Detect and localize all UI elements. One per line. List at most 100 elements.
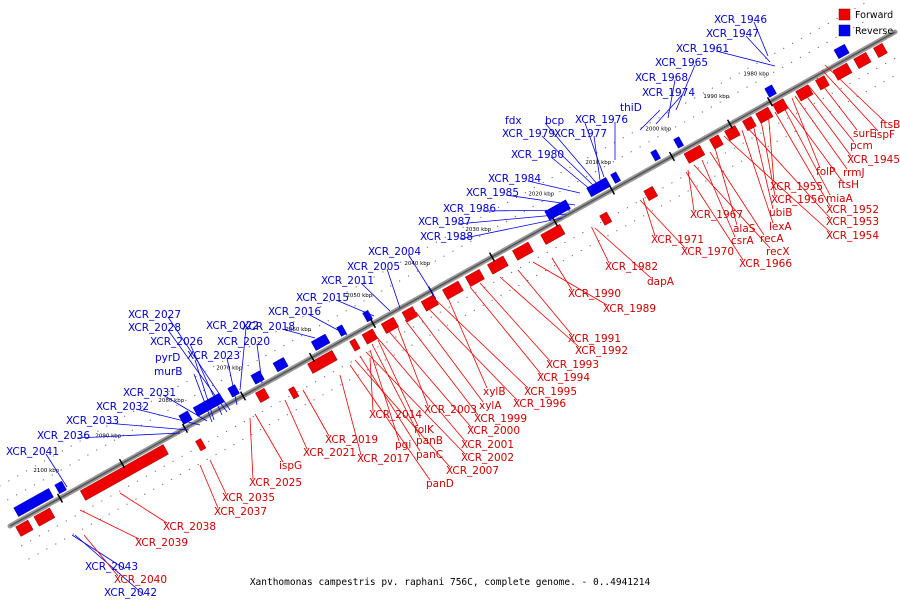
forward-gene-block xyxy=(853,52,872,69)
forward-gene-label: panB xyxy=(416,435,443,447)
reverse-leader-line xyxy=(360,282,391,312)
tick-label: 2000 kbp xyxy=(645,126,671,132)
forward-gene-label: recA xyxy=(760,233,784,245)
forward-gene-label: XCR_2040 xyxy=(114,574,167,586)
reverse-gene-label: XCR_1986 xyxy=(443,203,496,215)
reverse-gene-block xyxy=(272,357,289,373)
reverse-gene-label: fdx xyxy=(505,115,522,127)
reverse-leader-line xyxy=(226,357,238,406)
forward-leader-line xyxy=(375,335,466,442)
forward-leader-line xyxy=(807,84,855,143)
forward-leader-line xyxy=(415,311,484,403)
forward-gene-label: folP xyxy=(816,166,835,178)
genome-backbone xyxy=(7,29,898,529)
tick-mark xyxy=(726,119,734,129)
forward-gene-label: XCR_1966 xyxy=(739,258,792,270)
reverse-gene-label: XCR_1961 xyxy=(676,43,729,55)
forward-gene-label: XCR_2003 xyxy=(424,404,477,416)
legend-reverse-label: Reverse xyxy=(855,26,893,37)
forward-gene-label: ispF xyxy=(874,129,895,141)
reverse-gene-label: XCR_1976 xyxy=(575,114,628,126)
reverse-gene-label: XCR_2028 xyxy=(128,322,181,334)
forward-gene-block xyxy=(349,338,361,352)
forward-gene-block xyxy=(709,134,724,150)
tick-mark xyxy=(181,423,189,434)
reverse-gene-block xyxy=(54,480,67,495)
forward-leader-line xyxy=(79,509,140,540)
forward-gene-block xyxy=(755,106,774,124)
forward-leader-line xyxy=(639,199,686,249)
forward-leader-line xyxy=(783,101,843,182)
forward-leader-line xyxy=(469,286,542,375)
forward-gene-block xyxy=(288,386,300,400)
forward-gene-label: XCR_1996 xyxy=(513,398,566,410)
forward-gene-block xyxy=(832,62,853,81)
forward-gene-label: XCR_1956 xyxy=(771,194,824,206)
forward-gene-label: rrmJ xyxy=(843,167,865,179)
forward-leader-line xyxy=(404,319,479,416)
tick-label: 2040 kbp xyxy=(404,261,430,267)
reverse-gene-label: XCR_2031 xyxy=(123,387,176,399)
forward-leader-line xyxy=(365,351,466,455)
forward-leader-line xyxy=(824,64,885,122)
forward-gene-label: XCR_2039 xyxy=(135,537,188,549)
forward-leader-line xyxy=(532,261,608,306)
forward-leader-line xyxy=(709,151,765,236)
forward-leader-line xyxy=(551,257,573,291)
reverse-gene-label: XCR_1987 xyxy=(418,216,471,228)
reverse-leader-line xyxy=(550,156,592,191)
forward-gene-block xyxy=(643,186,659,202)
genome-caption: Xanthomonas campestris pv. raphani 756C,… xyxy=(249,577,651,588)
reverse-leader-line xyxy=(753,21,769,57)
forward-leader-line xyxy=(302,389,330,437)
reverse-leader-line xyxy=(74,534,145,596)
reverse-gene-label: XCR_2032 xyxy=(96,401,149,413)
forward-gene-label: XCR_2007 xyxy=(446,465,499,477)
forward-gene-label: csrA xyxy=(731,235,755,247)
reverse-gene-block xyxy=(250,370,265,385)
reverse-leader-line xyxy=(256,343,263,384)
forward-gene-label: XCR_1999 xyxy=(474,413,527,425)
tick-label: 1980 kbp xyxy=(743,72,769,78)
reverse-gene-label: XCR_1968 xyxy=(635,72,688,84)
reverse-gene-label: XCR_2016 xyxy=(268,306,321,318)
forward-leader-line xyxy=(685,171,744,261)
reverse-leader-line xyxy=(162,394,208,422)
reverse-leader-line xyxy=(655,94,683,125)
forward-leader-line xyxy=(741,129,774,224)
forward-leader-line xyxy=(359,355,421,452)
forward-gene-label: dapA xyxy=(647,276,675,288)
forward-gene-label: XCR_1971 xyxy=(651,234,704,246)
forward-leader-line xyxy=(642,197,656,237)
forward-leader-line xyxy=(479,282,551,362)
forward-leader-line xyxy=(254,413,284,463)
reverse-leader-line xyxy=(459,217,563,240)
forward-gene-block xyxy=(815,75,830,91)
forward-leader-line xyxy=(499,276,580,348)
label-leader-lines xyxy=(45,21,885,596)
gene-labels: XCR_1946 XCR_1947 XCR_1961 XCR_1965 XCR_1968… xyxy=(6,14,900,599)
reverse-gene-block xyxy=(764,84,777,98)
forward-gene-label: XCR_1991 xyxy=(568,333,621,345)
forward-gene-label: ubiB xyxy=(769,207,792,219)
forward-gene-block xyxy=(307,350,338,374)
reverse-gene-label: XCR_2015 xyxy=(296,292,349,304)
forward-leader-line xyxy=(447,297,488,389)
forward-gene-label: XCR_2019 xyxy=(325,434,378,446)
tick-mark xyxy=(668,151,676,162)
tick-label: 2080 kbp xyxy=(158,398,184,404)
forward-leader-line xyxy=(591,227,610,264)
forward-leader-line xyxy=(759,114,776,197)
tick-label: 1990 kbp xyxy=(703,94,729,100)
forward-gene-label: XCR_1952 xyxy=(826,204,879,216)
reverse-gene-block xyxy=(13,488,54,517)
tick-label: 2060 kbp xyxy=(285,327,311,333)
reverse-gene-block xyxy=(310,333,331,351)
reverse-leader-line xyxy=(715,50,776,67)
forward-gene-label: XCR_1945 xyxy=(847,154,900,166)
reverse-gene-block xyxy=(610,171,621,184)
reverse-gene-label: XCR_2004 xyxy=(368,246,421,258)
forward-gene-label: XCR_1954 xyxy=(826,230,879,242)
forward-leader-line xyxy=(371,343,421,438)
